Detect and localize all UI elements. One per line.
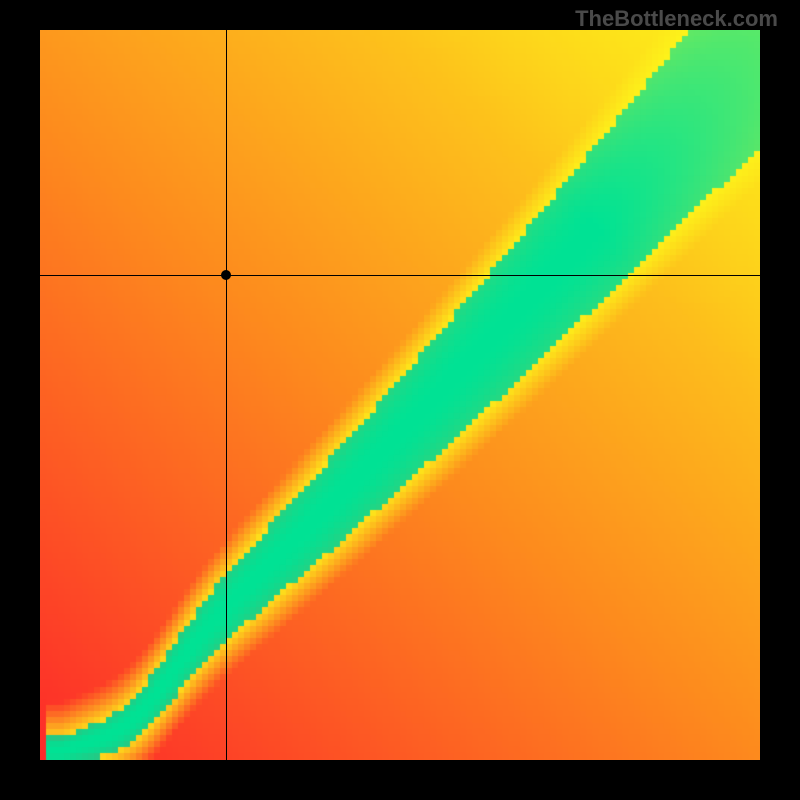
watermark-text: TheBottleneck.com bbox=[575, 6, 778, 32]
heatmap-canvas bbox=[40, 30, 760, 760]
crosshair-vertical bbox=[226, 30, 227, 760]
crosshair-horizontal bbox=[40, 275, 760, 276]
data-point-marker bbox=[221, 270, 231, 280]
heatmap-plot bbox=[40, 30, 760, 760]
